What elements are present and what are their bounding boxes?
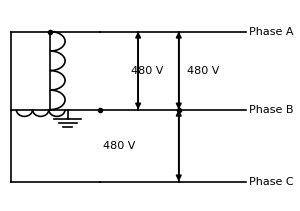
Text: 480 V: 480 V — [131, 66, 164, 76]
Text: Phase C: Phase C — [249, 177, 294, 187]
Text: 480 V: 480 V — [187, 66, 219, 76]
Text: 480 V: 480 V — [103, 141, 135, 151]
Text: Phase A: Phase A — [249, 27, 294, 37]
Text: Phase B: Phase B — [249, 105, 294, 115]
